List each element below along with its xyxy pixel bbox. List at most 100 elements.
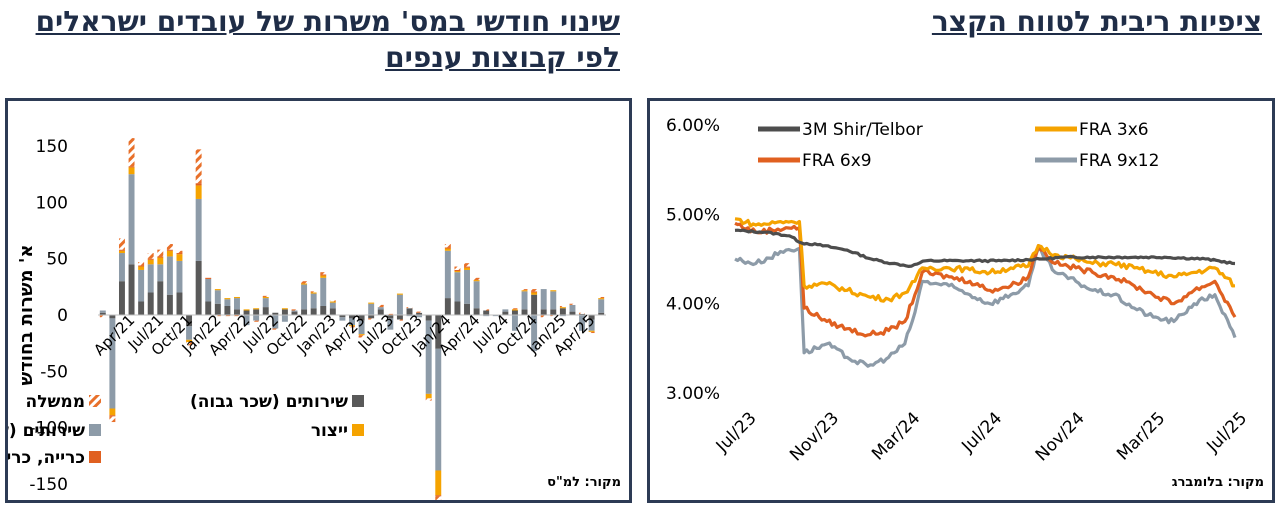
legend-item: ממשלה [26, 392, 101, 412]
bar-segment [186, 339, 193, 343]
bar-segment [128, 167, 135, 175]
bar-segment [320, 277, 327, 306]
bar-segment [464, 266, 470, 268]
left-chart-source: מקור: למ"ס [547, 475, 621, 490]
bar-segment [454, 271, 461, 273]
bar-segment [550, 291, 557, 310]
bar-segment [368, 302, 375, 304]
bar-segment [310, 293, 317, 309]
bar-segment [214, 289, 221, 291]
bar-segment [598, 299, 605, 313]
bar-segment [214, 303, 221, 315]
bar-segment [349, 318, 355, 326]
bar-segment [301, 283, 308, 285]
legend-item: 3M Shir/Telbor [758, 120, 923, 140]
bar-segment [262, 298, 269, 308]
bar-segment [157, 256, 164, 258]
bar-segment [531, 291, 538, 293]
bar-segment [147, 253, 154, 259]
legend-label: FRA 3x6 [1079, 120, 1149, 140]
bar-segment [473, 277, 480, 281]
x-tick-label: Jul/25 [1202, 408, 1251, 457]
bar-segment [540, 309, 547, 315]
bar-segment [138, 269, 145, 302]
bar-segment [387, 315, 394, 319]
bar-segment [186, 315, 193, 327]
bar-segment [176, 260, 183, 293]
bar-segment [176, 250, 183, 254]
y-tick-label: 3.00% [666, 384, 720, 404]
bar-segment [157, 281, 164, 315]
bar-segment [464, 267, 470, 270]
bar-segment [281, 315, 288, 322]
legend-item: FRA 9x12 [1035, 151, 1159, 171]
bar-segment [195, 149, 202, 184]
legend-label: 3M Shir/Telbor [802, 120, 923, 140]
legend-item: שירותים (שכר נמוך) [0, 421, 101, 441]
bar-segment [550, 309, 557, 315]
bar-segment [473, 280, 480, 282]
bar-segment [291, 311, 298, 315]
bar-segment [320, 305, 327, 315]
bar-segment [329, 300, 336, 302]
x-tick-label: Nov/23 [786, 408, 843, 465]
bar-segment [511, 315, 518, 331]
bar-segment [416, 315, 423, 318]
legend-swatch [89, 451, 101, 463]
bar-segment [588, 331, 595, 334]
bar-segment [540, 315, 547, 318]
bar-segment [358, 315, 365, 321]
bar-segment [253, 308, 260, 310]
bar-segment [147, 259, 154, 265]
bar-segment [291, 310, 298, 312]
bar-segment [511, 309, 518, 311]
bar-segment [550, 290, 557, 292]
bar-segment [435, 495, 442, 497]
bar-segment [166, 256, 173, 295]
bar-segment [598, 298, 605, 300]
bar-segment [396, 293, 403, 295]
bar-segment [234, 309, 240, 315]
bar-segment [464, 303, 470, 315]
x-tick-label: Nov/24 [1032, 408, 1089, 465]
bar-segment [377, 307, 384, 310]
x-tick-label: Mar/25 [1113, 408, 1169, 464]
legend-swatch [352, 395, 364, 407]
bar-segment [224, 299, 231, 306]
bar-segment [147, 264, 154, 293]
x-tick-label: Jul/23 [712, 408, 761, 457]
bar-segment [559, 315, 566, 317]
legend-swatch [89, 424, 101, 436]
bar-segment [531, 315, 538, 352]
series-line [734, 221, 1237, 338]
bar-segment [406, 308, 413, 315]
bar-segment [531, 292, 538, 295]
bar-segment [569, 304, 576, 312]
bar-segment [377, 304, 384, 308]
bar-segment [569, 303, 576, 305]
bar-segment [387, 318, 394, 330]
bar-segment [253, 309, 260, 315]
bar-segment [396, 319, 403, 321]
left-chart-heading: שינוי חודשי במס' משרות של עובדים ישראלים… [35, 5, 620, 74]
bar-segment [483, 310, 490, 315]
bar-segment [243, 310, 250, 315]
bar-segment [166, 249, 173, 251]
bar-segment [521, 291, 528, 310]
legend-label: FRA 9x12 [1079, 151, 1159, 171]
bar-segment [454, 272, 461, 302]
bar-segment [579, 313, 586, 315]
y-tick-label: 6.00% [666, 116, 720, 136]
bar-segment [416, 311, 423, 313]
bar-segment [473, 308, 480, 315]
bar-segment [214, 315, 221, 317]
bar-segment [358, 335, 365, 338]
bar-segment [262, 295, 269, 297]
bar-segment [272, 315, 279, 329]
bar-segment [588, 315, 595, 320]
bar-segment [511, 310, 518, 315]
y-tick-label: -100 [29, 419, 68, 439]
bar-segment [339, 317, 346, 321]
bar-segment [425, 393, 432, 399]
bar-segment [99, 312, 106, 315]
